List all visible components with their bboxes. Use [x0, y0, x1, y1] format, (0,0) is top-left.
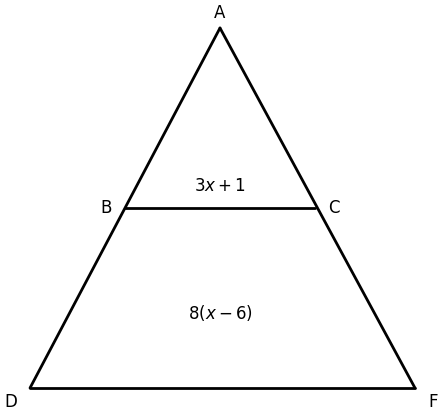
Text: D: D	[4, 393, 17, 411]
Text: $3x + 1$: $3x + 1$	[194, 177, 246, 195]
Text: $8(x-6)$: $8(x-6)$	[187, 303, 253, 323]
Text: B: B	[101, 199, 112, 217]
Text: A: A	[214, 4, 226, 22]
Text: C: C	[328, 199, 340, 217]
Text: F: F	[428, 393, 437, 411]
